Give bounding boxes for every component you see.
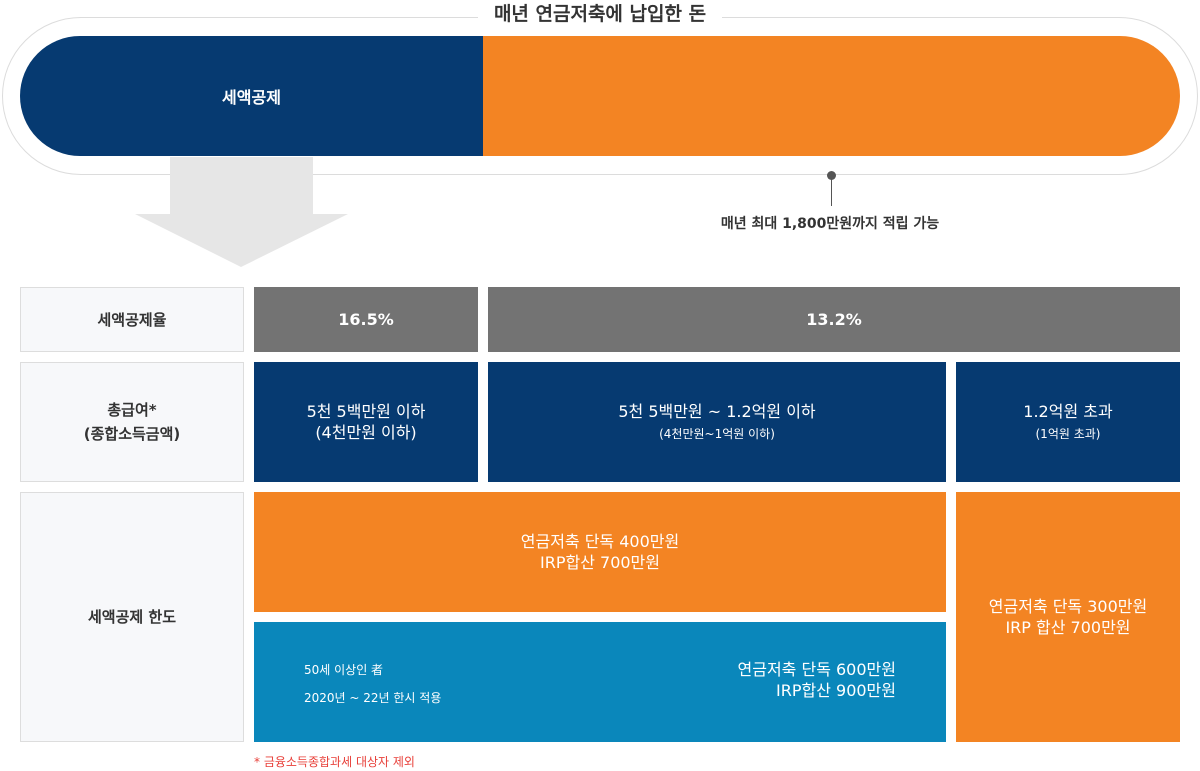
rate-cell-high: 13.2% <box>488 287 1180 352</box>
income-cell-high: 1.2억원 초과 (1억원 초과) <box>956 362 1180 482</box>
income-col1-main: 5천 5백만원 이하 <box>306 402 426 421</box>
income-cell-mid: 5천 5백만원 ~ 1.2억원 이하 (4천만원~1억원 이하) <box>488 362 946 482</box>
over50-note-line2: 2020년 ~ 22년 한시 적용 <box>304 691 442 705</box>
over50-note-line1: 50세 이상인 者 <box>304 663 384 677</box>
limit-cell-over50: 50세 이상인 者 2020년 ~ 22년 한시 적용 연금저축 단독 600만… <box>254 622 946 742</box>
rate-value-high: 13.2% <box>806 310 862 329</box>
rate-label: 세액공제율 <box>97 310 167 329</box>
title-wrapper: 매년 연금저축에 납입한 돈 <box>0 0 1200 30</box>
income-col3-sub: (1억원 초과) <box>1035 427 1101 441</box>
limit-standard-line2: IRP합산 700만원 <box>540 553 660 572</box>
pin-dot <box>827 171 836 180</box>
income-cell-low: 5천 5백만원 이하 (4천만원 이하) <box>254 362 478 482</box>
limit-high-line2: IRP 합산 700만원 <box>1005 618 1131 637</box>
footnote: * 금융소득종합과세 대상자 제외 <box>254 755 415 769</box>
down-arrow-icon <box>135 157 348 267</box>
remaining-segment <box>483 36 1180 156</box>
row-header-limit: 세액공제 한도 <box>20 492 244 742</box>
row-header-rate: 세액공제율 <box>20 287 244 352</box>
limit-cell-standard: 연금저축 단독 400만원 IRP합산 700만원 <box>254 492 946 612</box>
tax-credit-label: 세액공제 <box>222 88 281 107</box>
row-header-income: 총급여* (종합소득금액) <box>20 362 244 482</box>
over50-limit: 연금저축 단독 600만원 IRP합산 900만원 <box>738 659 896 701</box>
income-col2-sub: (4천만원~1억원 이하) <box>659 427 775 441</box>
income-col1-sub: (4천만원 이하) <box>315 423 417 442</box>
income-label-line2: (종합소득금액) <box>83 425 181 443</box>
over50-limit-line2: IRP합산 900만원 <box>776 681 896 700</box>
income-col2-main: 5천 5백만원 ~ 1.2억원 이하 <box>618 402 816 421</box>
rate-value-low: 16.5% <box>338 310 394 329</box>
limit-cell-high-income: 연금저축 단독 300만원 IRP 합산 700만원 <box>956 492 1180 742</box>
income-col3-main: 1.2억원 초과 <box>1023 402 1113 421</box>
limit-standard-line1: 연금저축 단독 400만원 <box>520 532 680 551</box>
contribution-bar: 세액공제 <box>20 36 1180 156</box>
rate-cell-low: 16.5% <box>254 287 478 352</box>
page-title: 매년 연금저축에 납입한 돈 <box>477 0 723 28</box>
max-amount-note: 매년 최대 1,800만원까지 적립 가능 <box>720 216 940 232</box>
income-label-line1: 총급여* <box>107 401 157 419</box>
over50-limit-line1: 연금저축 단독 600만원 <box>737 660 896 679</box>
pin-line <box>831 176 832 206</box>
over50-note: 50세 이상인 者 2020년 ~ 22년 한시 적용 <box>304 656 441 712</box>
tax-credit-segment: 세액공제 <box>20 36 483 156</box>
limit-high-line1: 연금저축 단독 300만원 <box>988 597 1148 616</box>
limit-label: 세액공제 한도 <box>87 608 177 626</box>
